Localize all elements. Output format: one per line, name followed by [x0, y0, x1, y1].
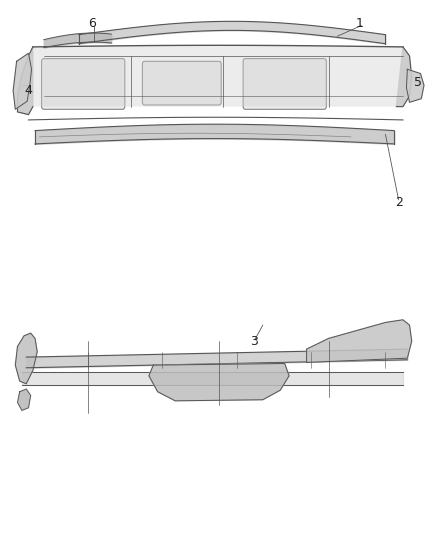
Polygon shape	[18, 47, 33, 115]
FancyBboxPatch shape	[142, 61, 221, 105]
Text: 1: 1	[355, 18, 363, 30]
Text: 3: 3	[250, 335, 258, 348]
Polygon shape	[149, 364, 289, 401]
Text: 5: 5	[414, 76, 422, 89]
Polygon shape	[18, 389, 31, 410]
Text: 2: 2	[395, 196, 403, 209]
Polygon shape	[13, 53, 32, 109]
Text: 4: 4	[25, 84, 32, 97]
Polygon shape	[33, 45, 403, 107]
Polygon shape	[15, 333, 37, 384]
Polygon shape	[307, 320, 412, 362]
FancyBboxPatch shape	[42, 59, 125, 109]
Text: 6: 6	[88, 18, 96, 30]
Polygon shape	[406, 69, 424, 102]
FancyBboxPatch shape	[243, 59, 326, 109]
Polygon shape	[396, 47, 412, 107]
